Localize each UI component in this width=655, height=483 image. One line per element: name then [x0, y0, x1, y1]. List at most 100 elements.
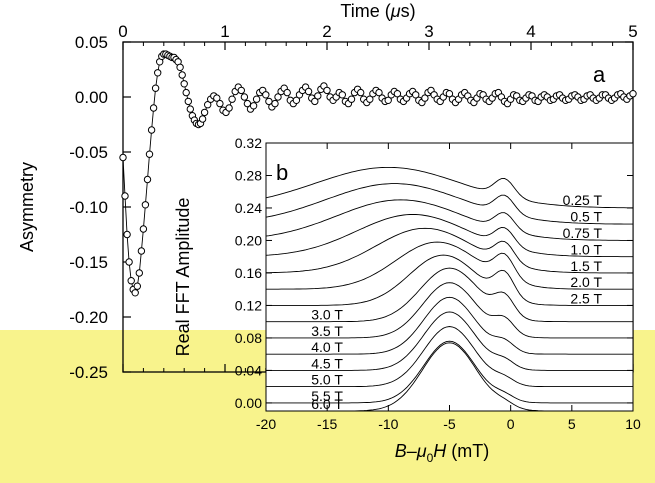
panel-b-y-tick-label: 0.24	[235, 200, 262, 216]
fft-spectrum-line	[266, 342, 633, 412]
fft-spectrum-line	[266, 311, 633, 371]
asymmetry-data-point	[274, 93, 282, 101]
asymmetry-data-point	[121, 192, 129, 200]
panel-a-y-tick-label: -0.25	[69, 363, 108, 382]
asymmetry-data-point	[271, 99, 279, 108]
panel-a: 0 1 2 3 4 50.050.00-0.05-0.10-0.15-0.20-0.25 …	[17, 1, 638, 382]
asymmetry-data-point	[139, 225, 148, 233]
asymmetry-data-point	[127, 277, 135, 285]
x-axis-title-subscript: 0	[427, 451, 434, 465]
asymmetry-data-point	[186, 105, 195, 113]
asymmetry-data-point	[445, 90, 454, 98]
panel-a-x-axis-title: Time (μs)	[340, 1, 415, 21]
asymmetry-data-point	[366, 95, 374, 103]
panel-b-x-tick-label: -10	[378, 416, 398, 432]
fft-spectrum-line	[266, 282, 633, 339]
panel-b-y-tick-label: 0.16	[235, 265, 262, 281]
panel-a-y-tick-label: -0.05	[69, 143, 108, 162]
panel-a-data-series	[119, 50, 637, 297]
asymmetry-data-point	[125, 258, 133, 266]
asymmetry-data-point	[135, 269, 144, 277]
asymmetry-data-point	[176, 63, 184, 72]
panel-b-x-tick-label: -15	[317, 416, 337, 432]
panel-a-x-tick-label: 5	[628, 22, 637, 41]
fft-spectrum-line	[265, 183, 633, 225]
panel-b-y-tick-label: 0.08	[235, 330, 262, 346]
panel-a-y-tick-label: -0.20	[69, 308, 108, 327]
asymmetry-data-point	[178, 71, 186, 79]
asymmetry-data-point	[240, 93, 249, 101]
asymmetry-data-point	[421, 94, 429, 102]
asymmetry-data-point	[198, 115, 207, 123]
panel-a-y-tick-label: -0.15	[69, 253, 108, 272]
asymmetry-data-point	[200, 108, 209, 117]
panel-b-y-tick-label: 0.00	[235, 395, 262, 411]
panel-a-y-tick-label: 0.05	[75, 33, 108, 52]
asymmetry-data-point	[141, 201, 150, 209]
panel-b-x-axis-title: B–μ0H (mT)	[395, 441, 490, 465]
asymmetry-data-point	[292, 96, 301, 105]
x-axis-title-mu: μ	[390, 1, 401, 21]
asymmetry-data-point	[384, 96, 392, 105]
asymmetry-data-point	[314, 92, 322, 100]
panel-b-data-series	[265, 166, 633, 412]
field-label: 4.5 T	[311, 355, 343, 371]
asymmetry-data-point	[180, 80, 188, 88]
panel-a-x-tick-label: 3	[424, 22, 433, 41]
asymmetry-data-point	[182, 88, 190, 97]
asymmetry-data-point	[347, 95, 356, 103]
panel-b-y-tick-label: 0.04	[235, 362, 262, 378]
field-label: 3.5 T	[311, 323, 343, 339]
field-label: 5.0 T	[311, 372, 343, 388]
panel-b-background	[266, 143, 633, 411]
panel-b-x-tick-label: -20	[256, 416, 276, 432]
panel-b-field-labels: 0.25 T0.5 T0.75 T1.0 T1.5 T2.0 T2.5 T 3.0…	[311, 192, 602, 412]
asymmetry-data-point	[147, 126, 156, 134]
x-axis-title-dash: –	[407, 441, 417, 461]
asymmetry-data-point	[133, 282, 142, 290]
asymmetry-data-point	[149, 104, 158, 112]
asymmetry-data-point	[184, 97, 193, 106]
asymmetry-data-point	[237, 86, 246, 95]
fft-spectrum-line	[265, 166, 633, 209]
panel-b: -20 -15 -10 -5 0 5 10 0.00 0.04 0.08 0.12 0.16 0.20 0…	[173, 135, 641, 465]
asymmetry-data-point	[393, 90, 402, 98]
field-label: 5.5 T	[311, 388, 343, 404]
asymmetry-data-point	[213, 94, 221, 102]
field-label: 4.0 T	[311, 339, 343, 355]
asymmetry-data-point	[225, 104, 233, 112]
panel-b-y-tick-label: 0.20	[235, 232, 262, 248]
panel-a-y-tick-label: -0.10	[69, 198, 108, 217]
asymmetry-data-point	[154, 69, 162, 77]
fft-spectrum-line	[266, 296, 633, 355]
panel-a-y-tick-label: 0.00	[75, 88, 108, 107]
panel-b-ticks: -20 -15 -10 -5 0 5 10 0.00 0.04 0.08 0.12 0.16 0.20 0…	[235, 135, 641, 432]
asymmetry-data-point	[629, 90, 637, 98]
x-axis-title-part-1: Time (	[340, 1, 390, 21]
field-label: 0.25 T	[563, 192, 603, 208]
fft-spectrum-line	[266, 254, 633, 306]
fft-spectrum-line	[266, 227, 633, 274]
field-label: 0.5 T	[570, 209, 602, 225]
fft-spectrum-line	[265, 214, 633, 258]
x-axis-title-part-3: s)	[401, 1, 416, 21]
asymmetry-data-point	[216, 99, 224, 108]
fft-spectrum-line	[266, 340, 633, 404]
asymmetry-data-point	[375, 88, 383, 97]
panel-a-x-tick-label: 1	[220, 22, 229, 41]
panel-b-y-axis-title: Real FFT Amplitude	[173, 198, 193, 357]
field-label: 0.75 T	[563, 225, 603, 241]
x-axis-title-unit: (mT)	[446, 441, 489, 461]
field-label: 2.0 T	[570, 274, 602, 290]
asymmetry-data-point	[243, 99, 252, 108]
asymmetry-data-point	[131, 289, 139, 297]
panel-b-x-tick-label: 10	[625, 416, 641, 432]
fft-spectrum-line	[266, 267, 633, 323]
asymmetry-data-point	[137, 247, 146, 255]
field-label: 3.0 T	[311, 307, 343, 323]
panel-b-x-tick-label: -5	[443, 416, 456, 432]
panel-b-y-tick-label: 0.12	[235, 297, 262, 313]
asymmetry-data-point	[323, 86, 331, 95]
asymmetry-data-point	[119, 153, 127, 162]
